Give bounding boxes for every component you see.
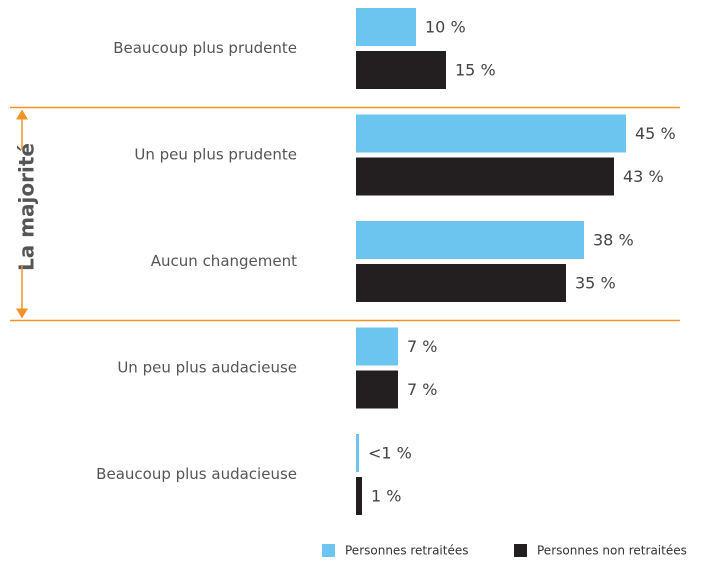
category-label: Aucun changement bbox=[151, 252, 297, 270]
value-label: 43 % bbox=[623, 167, 664, 186]
bar bbox=[356, 8, 416, 46]
value-label: <1 % bbox=[368, 444, 412, 463]
bar bbox=[356, 51, 446, 89]
bar bbox=[356, 327, 398, 366]
value-label: 1 % bbox=[371, 487, 401, 506]
legend-label: Personnes non retraitées bbox=[537, 544, 687, 558]
value-label: 38 % bbox=[593, 231, 634, 250]
value-label: 7 % bbox=[407, 337, 437, 356]
value-label: 45 % bbox=[635, 124, 676, 143]
arrow-head bbox=[16, 109, 28, 120]
category-label: Beaucoup plus prudente bbox=[113, 39, 297, 57]
bar bbox=[356, 434, 359, 472]
category-label: Beaucoup plus audacieuse bbox=[96, 465, 297, 483]
value-label: 15 % bbox=[455, 61, 496, 80]
bar bbox=[356, 221, 584, 259]
value-label: 35 % bbox=[575, 274, 616, 293]
bar bbox=[356, 157, 614, 196]
legend-label: Personnes retraitées bbox=[345, 544, 468, 558]
category-label: Un peu plus audacieuse bbox=[117, 359, 297, 377]
annotation: La majorité bbox=[10, 106, 680, 322]
legend-swatch bbox=[322, 544, 335, 557]
bar bbox=[356, 264, 566, 302]
bar bbox=[356, 370, 398, 409]
arrow-head bbox=[16, 308, 28, 319]
annotation-label: La majorité bbox=[15, 143, 39, 271]
value-label: 7 % bbox=[407, 380, 437, 399]
category-label: Un peu plus prudente bbox=[134, 146, 297, 164]
legend-swatch bbox=[514, 544, 527, 557]
bar bbox=[356, 477, 362, 515]
value-label: 10 % bbox=[425, 18, 466, 37]
bar bbox=[356, 114, 626, 153]
